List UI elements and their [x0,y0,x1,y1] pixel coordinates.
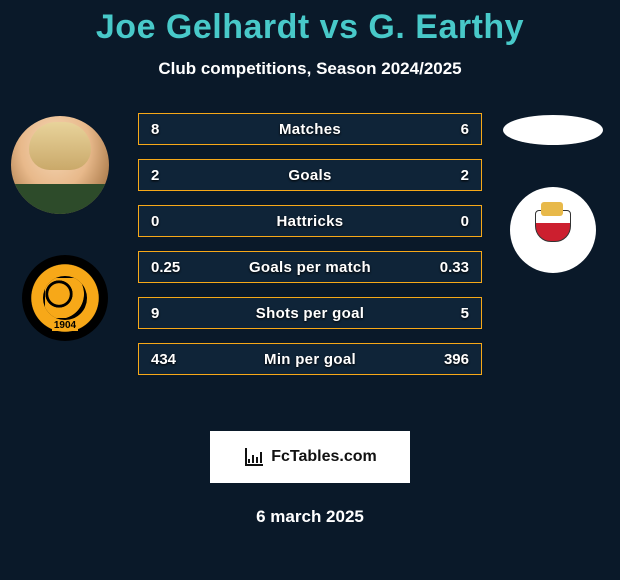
stat-row: 434 Min per goal 396 [138,343,482,375]
subtitle: Club competitions, Season 2024/2025 [0,59,620,79]
brand-label: FcTables.com [271,448,377,466]
p2-value: 2 [411,167,481,184]
metric-label: Min per goal [209,351,411,368]
metric-label: Hattricks [209,213,411,230]
stat-row: 2 Goals 2 [138,159,482,191]
player1-photo [10,115,110,215]
p1-value: 2 [139,167,209,184]
player2-column [498,115,608,273]
metric-label: Goals [209,167,411,184]
brand-box: FcTables.com [210,431,410,483]
club1-year: 1904 [52,320,78,331]
date-label: 6 march 2025 [0,507,620,527]
stat-row: 0.25 Goals per match 0.33 [138,251,482,283]
p2-value: 396 [411,351,481,368]
p2-value: 0 [411,213,481,230]
p2-value: 5 [411,305,481,322]
chart-icon [243,446,265,468]
stat-row: 0 Hattricks 0 [138,205,482,237]
metric-label: Shots per goal [209,305,411,322]
player2-club-badge [510,187,596,273]
stat-row: 9 Shots per goal 5 [138,297,482,329]
p1-value: 434 [139,351,209,368]
p1-value: 0.25 [139,259,209,276]
player1-club-badge: 1904 [22,255,108,341]
p1-value: 8 [139,121,209,138]
stats-table: 8 Matches 6 2 Goals 2 0 Hattricks 0 0.25… [138,113,482,375]
player2-photo-placeholder [503,115,603,145]
comparison-body: 1904 8 Matches 6 2 Goals 2 0 Hattricks [0,115,620,405]
metric-label: Goals per match [209,259,411,276]
p1-value: 0 [139,213,209,230]
p1-value: 9 [139,305,209,322]
player1-column: 1904 [10,115,120,341]
page-title: Joe Gelhardt vs G. Earthy [0,8,620,47]
p2-value: 0.33 [411,259,481,276]
metric-label: Matches [209,121,411,138]
p2-value: 6 [411,121,481,138]
stat-row: 8 Matches 6 [138,113,482,145]
